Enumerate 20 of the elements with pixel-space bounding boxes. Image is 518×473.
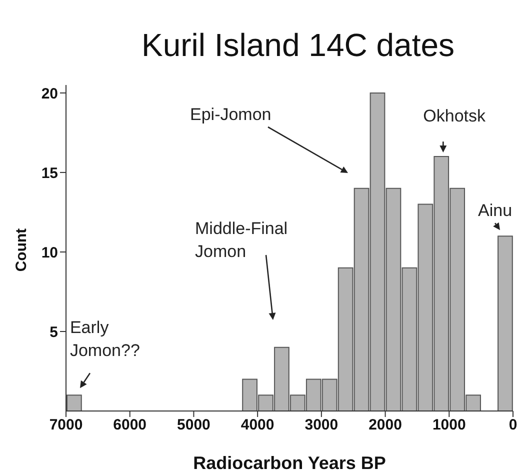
annotation: Okhotsk	[423, 106, 486, 126]
annotation: Epi-Jomon	[190, 105, 272, 124]
x-tick-label: 7000	[49, 416, 83, 434]
y-tick-label: 5	[50, 324, 58, 341]
x-tick-label: 4000	[240, 416, 274, 434]
y-axis-title: Count	[13, 228, 30, 272]
x-tick-label: 6000	[113, 416, 147, 434]
x-tick-label: 3000	[304, 416, 338, 434]
annotation: Ainu	[478, 201, 512, 220]
x-axis-title: Radiocarbon Years BP	[193, 453, 386, 473]
x-tick-label: 5000	[177, 416, 210, 434]
annotation: Early Jomon??	[70, 318, 140, 360]
y-tick-label: 15	[41, 164, 58, 182]
annotation: Middle-Final Jomon	[195, 219, 288, 261]
y-tick-label: 10	[41, 244, 58, 262]
chart-title: Kuril Island 14C dates	[141, 27, 455, 63]
x-tick-label: 0	[508, 416, 518, 434]
y-tick-label: 20	[41, 85, 58, 102]
x-tick-label: 1000	[432, 416, 466, 434]
x-tick-label: 2000	[368, 416, 402, 434]
